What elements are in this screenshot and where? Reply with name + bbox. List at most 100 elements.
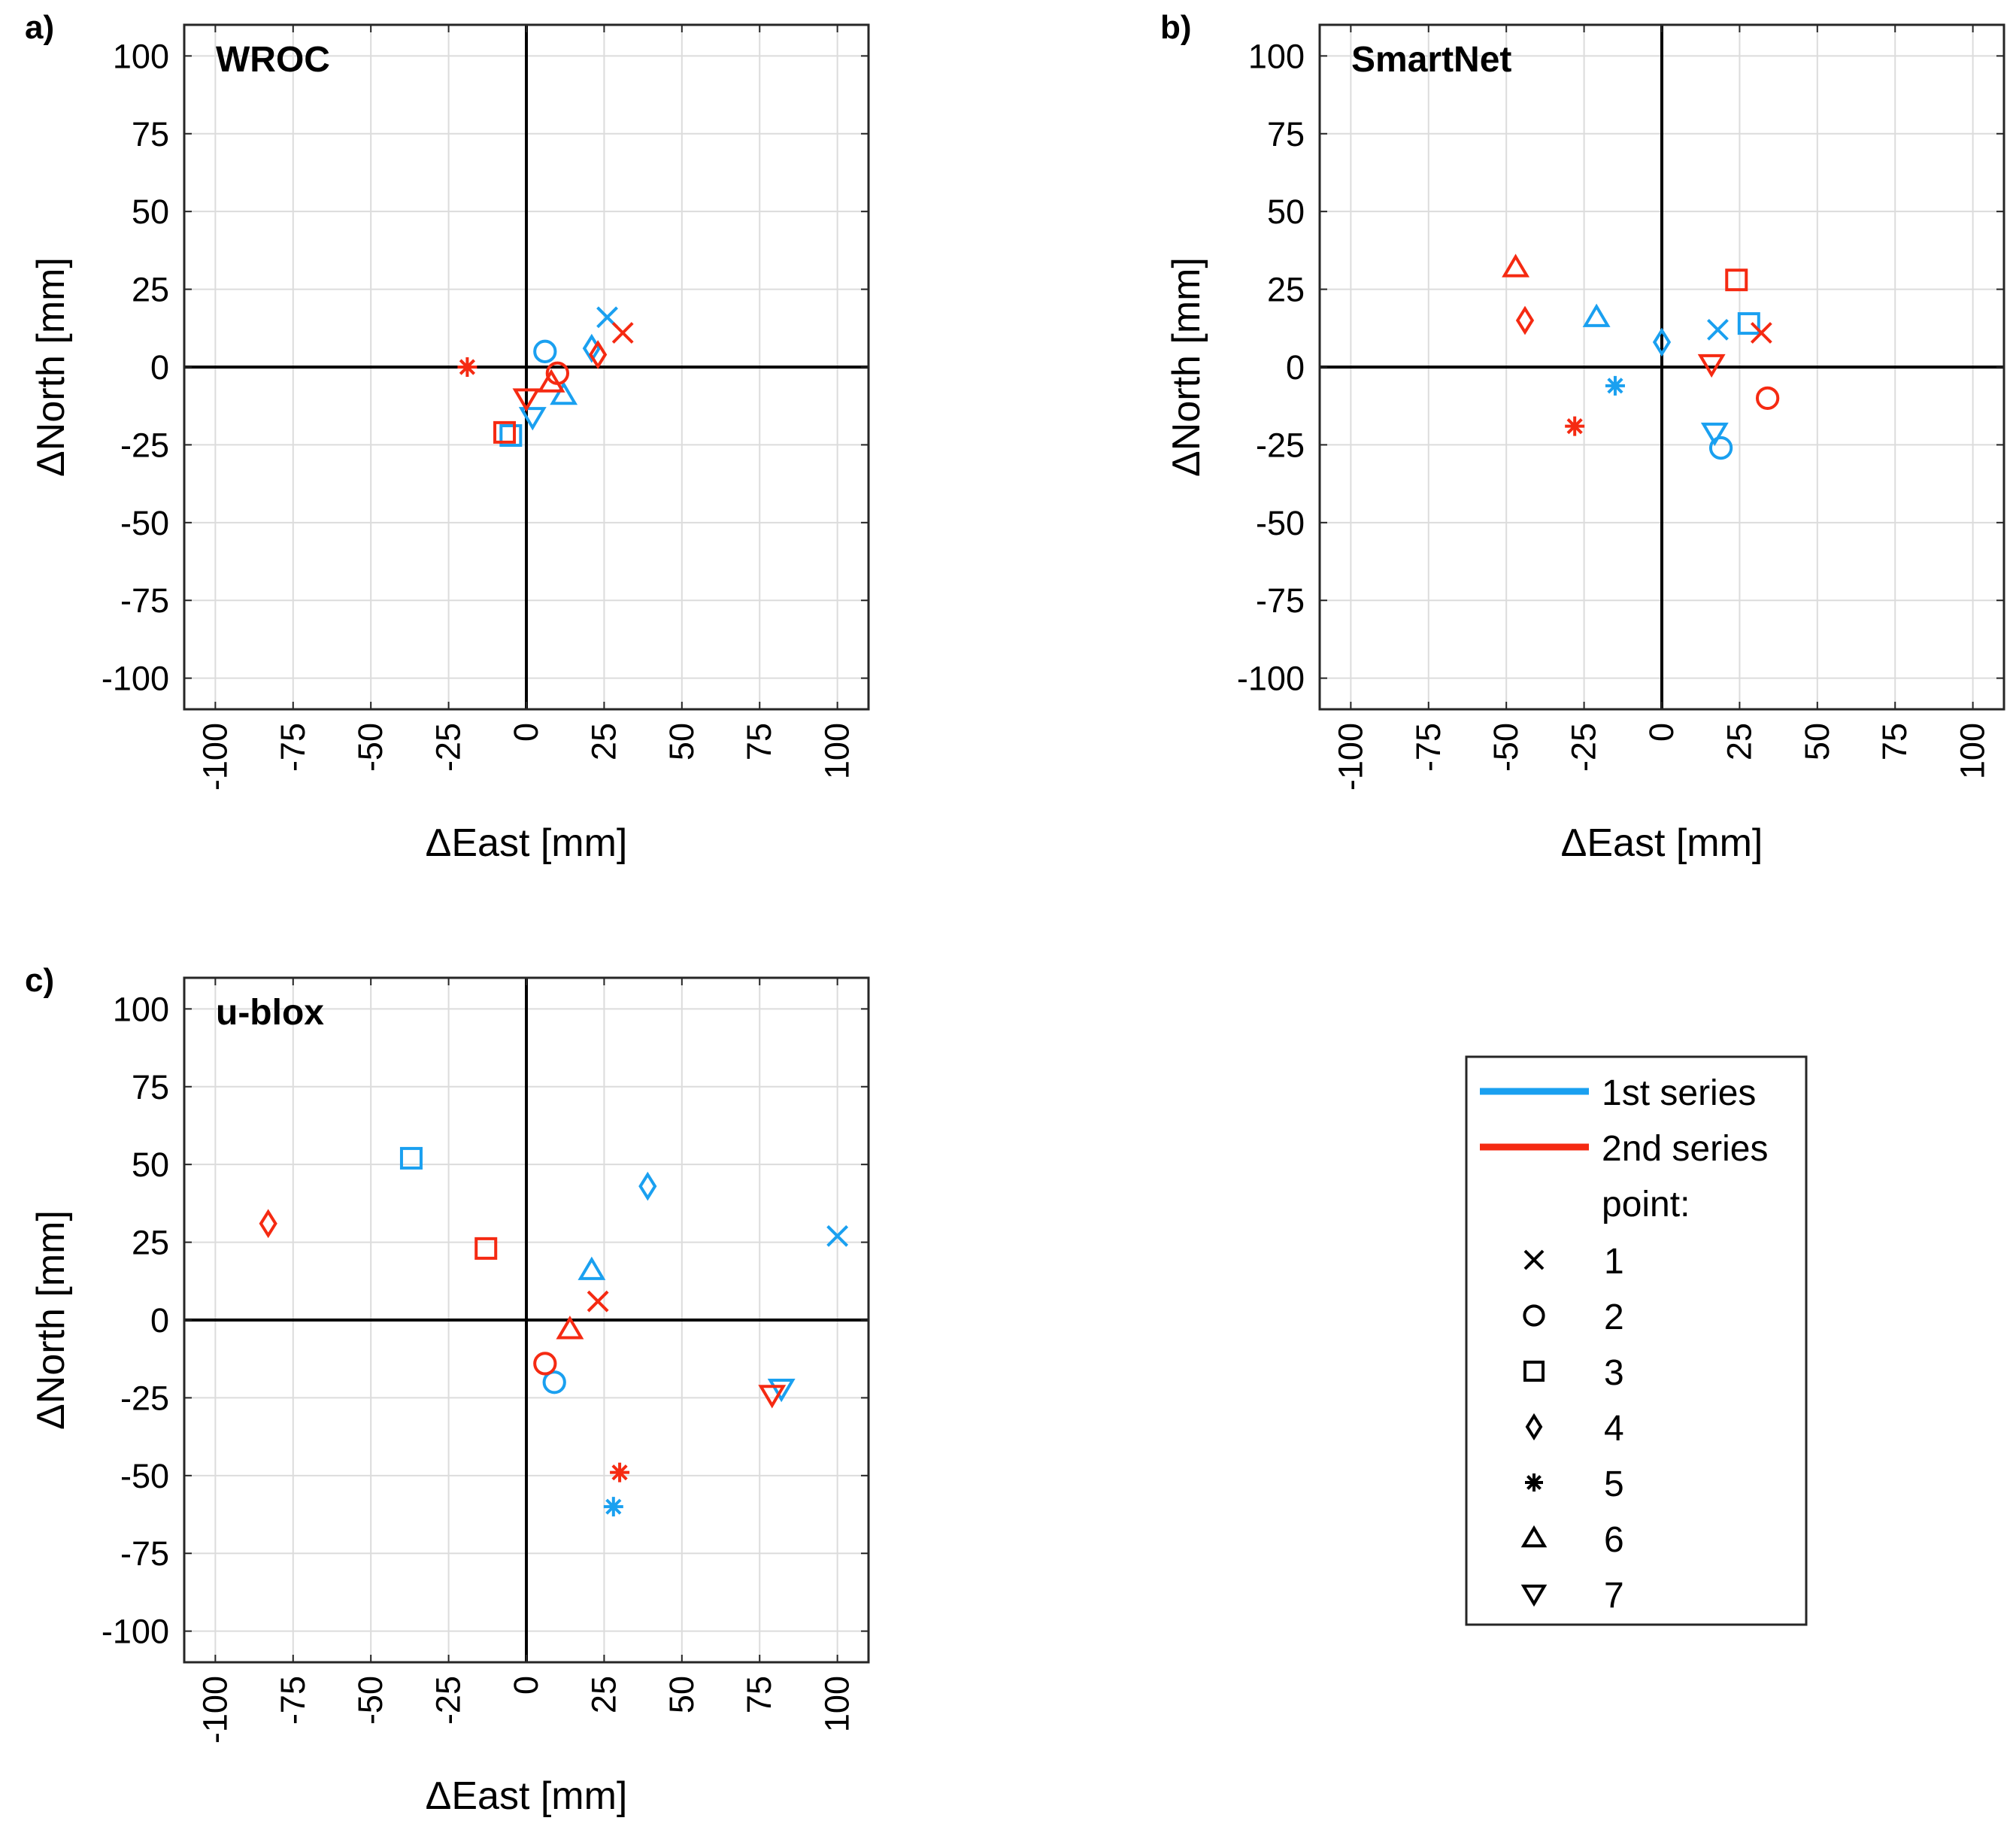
- x-tick-label: -75: [274, 1676, 312, 1725]
- marker-series2-point7: [1697, 354, 1726, 378]
- y-tick-label: 25: [132, 1224, 169, 1262]
- x-axis-label: ΔEast [mm]: [426, 821, 628, 865]
- panel-c: 100 75 50 25 0 -25 -50 -75 -100 -100 -75 -50 -25 0 25 5…: [25, 962, 870, 1818]
- y-tick-label: -75: [1256, 581, 1305, 620]
- marker-series2-point7: [512, 388, 541, 412]
- marker-series1-point6: [578, 1256, 606, 1280]
- x-tick-label: 75: [740, 1676, 778, 1713]
- x-tick-label: -25: [429, 1676, 468, 1725]
- marker-series2-point5: [457, 357, 477, 377]
- y-tick-label: 100: [113, 990, 169, 1028]
- legend-marker-1: [1523, 1249, 1545, 1270]
- marker-series2-point2: [1755, 386, 1780, 411]
- y-tick-label: 0: [1286, 348, 1305, 387]
- x-tick-label: 25: [1720, 723, 1758, 760]
- x-tick-label: -75: [274, 723, 312, 772]
- marker-series1-point6: [1582, 303, 1611, 327]
- marker-series2-point5: [610, 1462, 630, 1482]
- marker-series1-point7: [767, 1378, 796, 1403]
- x-tick-label: 100: [818, 1676, 856, 1732]
- marker-series2-point6: [556, 1316, 584, 1340]
- y-tick-label: 75: [132, 1068, 169, 1106]
- x-tick-label: -50: [1487, 723, 1525, 772]
- y-tick-label: 0: [150, 1301, 169, 1340]
- y-tick-label: 25: [1267, 271, 1305, 309]
- y-tick-label: -50: [120, 504, 169, 542]
- legend-marker-6: [1520, 1525, 1548, 1548]
- marker-series2-point3: [474, 1237, 498, 1260]
- marker-series1-point7: [518, 407, 547, 431]
- marker-series2-point1: [1750, 322, 1772, 344]
- legend-marker-3: [1523, 1361, 1545, 1382]
- marker-series2-point2: [533, 1352, 557, 1376]
- marker-series1-point3: [399, 1146, 423, 1170]
- y-tick-label: 75: [1267, 115, 1305, 153]
- legend-marker-5: [1525, 1473, 1543, 1492]
- marker-series2-point1: [587, 1290, 609, 1313]
- legend-box: [1465, 1055, 1808, 1626]
- y-tick-label: 50: [132, 1146, 169, 1184]
- legend-point-3-label: 3: [1604, 1353, 1624, 1393]
- marker-series1-point4: [638, 1171, 657, 1201]
- x-tick-label: 75: [1875, 723, 1914, 760]
- series-1: [1582, 303, 1760, 460]
- panel-label: b): [1160, 9, 1192, 46]
- legend-marker-4: [1525, 1413, 1543, 1441]
- marker-series1-point5: [1605, 375, 1625, 396]
- legend-marker-2: [1523, 1304, 1545, 1327]
- marker-series2-point4: [589, 340, 608, 369]
- marker-series2-point6: [537, 369, 565, 393]
- y-axis-label: ΔNorth [mm]: [29, 1210, 73, 1430]
- series-1: [399, 1146, 849, 1517]
- x-axis-label: ΔEast [mm]: [426, 1774, 628, 1818]
- y-tick-label: -25: [120, 1379, 169, 1417]
- x-tick-label: -100: [196, 1676, 234, 1743]
- panel-a: 100 75 50 25 0 -25 -50 -75 -100 -100 -75 -50 -25 0 25 5…: [25, 9, 870, 865]
- marker-series2-point3: [493, 420, 517, 444]
- marker-series2-point3: [1725, 269, 1748, 292]
- marker-series1-point3: [1737, 312, 1760, 335]
- marker-series1-point2: [533, 339, 557, 363]
- x-tick-label: 0: [507, 1676, 545, 1695]
- panel-title: WROC: [216, 40, 330, 80]
- panel-b: 100 75 50 25 0 -25 -50 -75 -100 -100 -75 -50 -25 0 25 5…: [1160, 9, 2005, 865]
- y-tick-label: -75: [120, 1534, 169, 1573]
- marker-series1-point1: [826, 1225, 849, 1247]
- x-tick-label: -100: [1331, 723, 1369, 791]
- legend-point-1-label: 1: [1604, 1242, 1624, 1282]
- x-tick-label: 75: [740, 723, 778, 760]
- y-tick-label: -50: [1256, 504, 1305, 542]
- y-tick-label: -75: [120, 581, 169, 620]
- x-tick-label: 25: [584, 723, 623, 760]
- x-tick-label: 0: [1642, 723, 1681, 742]
- legend: 1st series 2nd series point: 1 2 3 4 5 6 7: [1465, 1055, 1808, 1626]
- y-tick-label: 50: [1267, 193, 1305, 231]
- y-axis-label: ΔNorth [mm]: [1165, 257, 1208, 477]
- x-tick-label: 50: [662, 1676, 701, 1713]
- y-tick-label: -100: [102, 660, 169, 698]
- legend-series2-label: 2nd series: [1602, 1129, 1768, 1169]
- marker-series2-point7: [758, 1385, 787, 1409]
- marker-series1-point2: [542, 1370, 566, 1394]
- marker-series1-point4: [1652, 327, 1672, 357]
- legend-marker-7: [1520, 1584, 1548, 1607]
- y-tick-label: 50: [132, 193, 169, 231]
- x-tick-label: -50: [351, 723, 390, 772]
- y-tick-label: -25: [120, 426, 169, 464]
- y-tick-label: 25: [132, 271, 169, 309]
- series-1: [499, 306, 618, 447]
- marker-series2-point5: [1565, 416, 1585, 436]
- y-tick-label: 100: [1248, 37, 1305, 75]
- legend-point-5-label: 5: [1604, 1464, 1624, 1504]
- y-tick-label: 0: [150, 348, 169, 387]
- legend-point-7-label: 7: [1604, 1576, 1624, 1616]
- legend-point-4-label: 4: [1604, 1409, 1624, 1449]
- marker-series1-point5: [603, 1497, 623, 1517]
- y-tick-label: -50: [120, 1457, 169, 1495]
- x-tick-label: 50: [1798, 723, 1836, 760]
- marker-series1-point2: [1708, 435, 1733, 460]
- series-2: [1502, 253, 1780, 436]
- series-2: [457, 322, 634, 444]
